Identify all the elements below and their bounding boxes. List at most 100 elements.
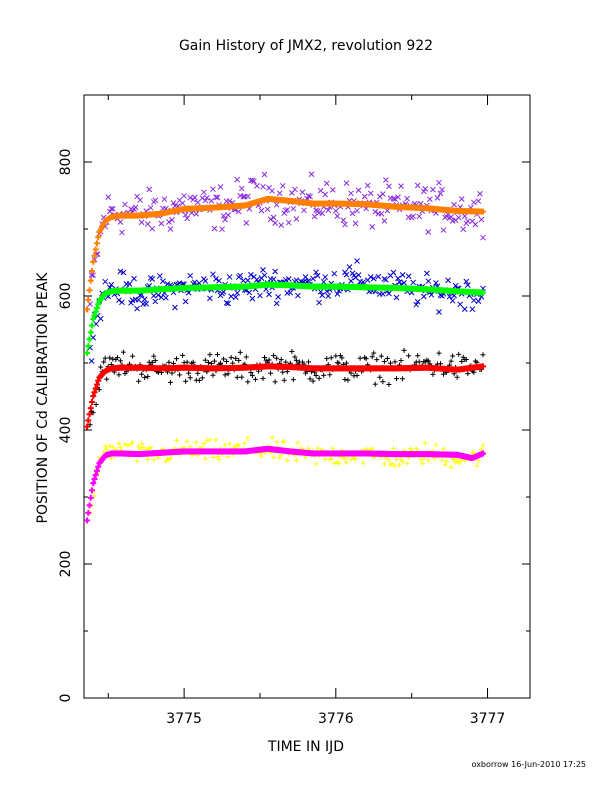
- raw-point: [317, 187, 324, 194]
- raw-point: [381, 359, 387, 365]
- raw-point: [226, 274, 233, 280]
- raw-point: [383, 177, 389, 183]
- smoothed-point: [85, 343, 92, 350]
- raw-point: [463, 278, 470, 285]
- raw-point: [342, 376, 348, 382]
- raw-point: [262, 354, 268, 360]
- raw-point: [324, 356, 330, 362]
- raw-point: [230, 360, 236, 366]
- raw-point: [222, 216, 228, 223]
- raw-point: [340, 217, 347, 224]
- raw-point: [430, 186, 436, 193]
- raw-point: [243, 220, 250, 226]
- smoothed-point: [95, 234, 102, 241]
- raw-point: [436, 179, 442, 186]
- raw-point: [454, 374, 460, 380]
- raw-point: [184, 439, 190, 445]
- raw-point: [465, 371, 471, 377]
- raw-point: [240, 193, 247, 200]
- smoothed-point: [479, 450, 486, 457]
- raw-point: [464, 282, 471, 288]
- raw-point: [404, 195, 410, 202]
- raw-point: [134, 458, 140, 464]
- raw-point: [475, 198, 482, 204]
- raw-point: [216, 456, 222, 462]
- raw-point: [323, 288, 330, 295]
- raw-point: [182, 211, 189, 218]
- raw-point: [360, 279, 366, 285]
- raw-point: [119, 299, 125, 306]
- raw-point: [293, 357, 299, 363]
- raw-point: [395, 275, 401, 282]
- raw-point: [88, 272, 95, 278]
- raw-point: [251, 178, 257, 185]
- raw-point: [210, 454, 216, 460]
- raw-point: [246, 289, 253, 296]
- raw-point: [167, 379, 173, 385]
- raw-point: [278, 222, 285, 228]
- raw-point: [386, 290, 392, 297]
- raw-point: [249, 373, 255, 379]
- raw-point: [383, 276, 389, 283]
- raw-point: [395, 194, 401, 200]
- raw-point: [472, 221, 479, 228]
- raw-point: [293, 216, 300, 222]
- raw-point: [244, 193, 251, 200]
- raw-point: [254, 182, 260, 189]
- raw-point: [208, 197, 215, 204]
- raw-point: [369, 446, 375, 452]
- smoothed-point: [93, 240, 100, 247]
- raw-point: [370, 275, 377, 282]
- raw-point: [270, 214, 277, 221]
- y-tick-label: 0: [58, 694, 74, 703]
- raw-point: [346, 264, 353, 270]
- raw-point: [211, 358, 217, 364]
- raw-point: [463, 357, 469, 363]
- raw-point: [379, 291, 386, 297]
- raw-point: [174, 438, 180, 444]
- raw-point: [425, 358, 431, 364]
- raw-point: [386, 381, 392, 387]
- raw-point: [117, 358, 123, 364]
- raw-point: [224, 358, 230, 364]
- smoothed-point: [92, 471, 99, 478]
- raw-point: [357, 355, 363, 361]
- raw-point: [122, 201, 128, 208]
- raw-point: [394, 376, 400, 382]
- raw-point: [149, 359, 155, 365]
- raw-point: [477, 190, 483, 197]
- raw-point: [237, 349, 243, 355]
- smoothed-point: [86, 411, 93, 418]
- raw-point: [355, 272, 362, 278]
- raw-point: [185, 289, 192, 296]
- raw-point: [244, 277, 251, 284]
- raw-point: [158, 294, 165, 301]
- raw-point: [299, 189, 306, 196]
- raw-point: [308, 171, 315, 178]
- raw-point: [413, 301, 420, 308]
- raw-point: [110, 444, 116, 450]
- raw-point: [307, 193, 313, 200]
- raw-point: [152, 298, 159, 305]
- y-tick-label: 800: [58, 149, 74, 176]
- raw-point: [180, 352, 186, 358]
- raw-point: [449, 297, 456, 304]
- raw-point: [96, 387, 102, 393]
- raw-point: [114, 355, 120, 361]
- smoothed-point: [90, 316, 97, 323]
- chart-title: Gain History of JMX2, revolution 922: [178, 38, 434, 54]
- raw-point: [414, 182, 421, 189]
- raw-point: [134, 305, 140, 312]
- raw-point: [236, 357, 242, 363]
- raw-point: [249, 295, 256, 302]
- raw-point: [149, 225, 156, 232]
- raw-point: [369, 224, 376, 230]
- raw-point: [228, 293, 235, 300]
- raw-point: [187, 272, 194, 279]
- raw-point: [480, 234, 486, 241]
- raw-point: [140, 445, 146, 451]
- raw-point: [444, 458, 450, 464]
- raw-point: [387, 360, 393, 366]
- raw-point: [222, 372, 228, 378]
